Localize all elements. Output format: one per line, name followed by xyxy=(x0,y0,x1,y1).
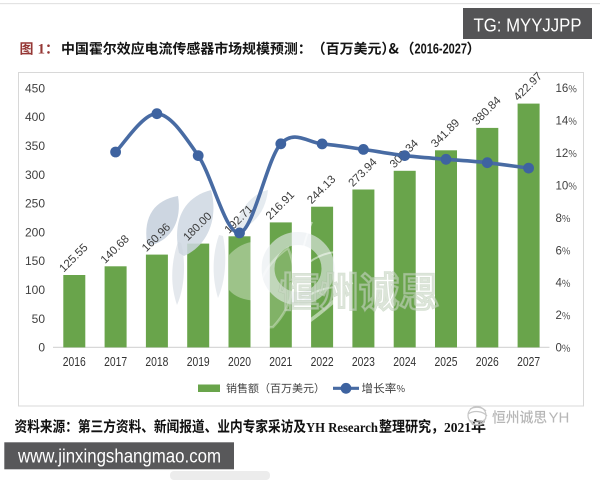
svg-text:12: 12 xyxy=(556,148,569,160)
svg-text:1: 1 xyxy=(38,42,46,58)
svg-text:2024: 2024 xyxy=(393,355,416,369)
svg-text:www.jinxingshangmao.com: www.jinxingshangmao.com xyxy=(17,447,221,468)
svg-text:2019: 2019 xyxy=(187,355,210,369)
svg-text:0: 0 xyxy=(38,341,45,355)
svg-text:2016-2027: 2016-2027 xyxy=(415,41,468,58)
svg-text:YH: YH xyxy=(549,410,570,427)
svg-text:2016: 2016 xyxy=(63,355,86,369)
svg-text:TG: MYYJJPP: TG: MYYJJPP xyxy=(474,15,582,36)
svg-text:250: 250 xyxy=(25,197,45,211)
svg-text:2022: 2022 xyxy=(311,355,334,369)
svg-text:14: 14 xyxy=(556,116,569,128)
svg-text:2027: 2027 xyxy=(517,355,540,369)
svg-text:8: 8 xyxy=(556,213,562,225)
svg-text:2023: 2023 xyxy=(352,355,375,369)
svg-text:350: 350 xyxy=(25,139,45,153)
svg-text:50: 50 xyxy=(32,312,46,326)
svg-text:6: 6 xyxy=(556,245,562,257)
svg-text:2017: 2017 xyxy=(104,355,127,369)
svg-text:300: 300 xyxy=(25,168,45,182)
svg-text:2021: 2021 xyxy=(444,420,471,435)
svg-text:10: 10 xyxy=(556,181,569,193)
svg-text:200: 200 xyxy=(25,225,45,239)
svg-text:2: 2 xyxy=(556,310,562,322)
svg-text:2020: 2020 xyxy=(228,355,251,369)
svg-text:16: 16 xyxy=(556,83,569,95)
svg-text:2021: 2021 xyxy=(269,355,292,369)
svg-text:450: 450 xyxy=(25,81,45,95)
svg-text:150: 150 xyxy=(25,254,45,268)
svg-text:400: 400 xyxy=(25,110,45,124)
svg-text:2018: 2018 xyxy=(145,355,168,369)
svg-text:4: 4 xyxy=(556,278,563,290)
svg-text:2025: 2025 xyxy=(435,355,458,369)
svg-text:2026: 2026 xyxy=(476,355,499,369)
svg-text:100: 100 xyxy=(25,283,45,297)
svg-text:YH Research: YH Research xyxy=(306,420,378,435)
svg-text:0: 0 xyxy=(556,343,562,355)
